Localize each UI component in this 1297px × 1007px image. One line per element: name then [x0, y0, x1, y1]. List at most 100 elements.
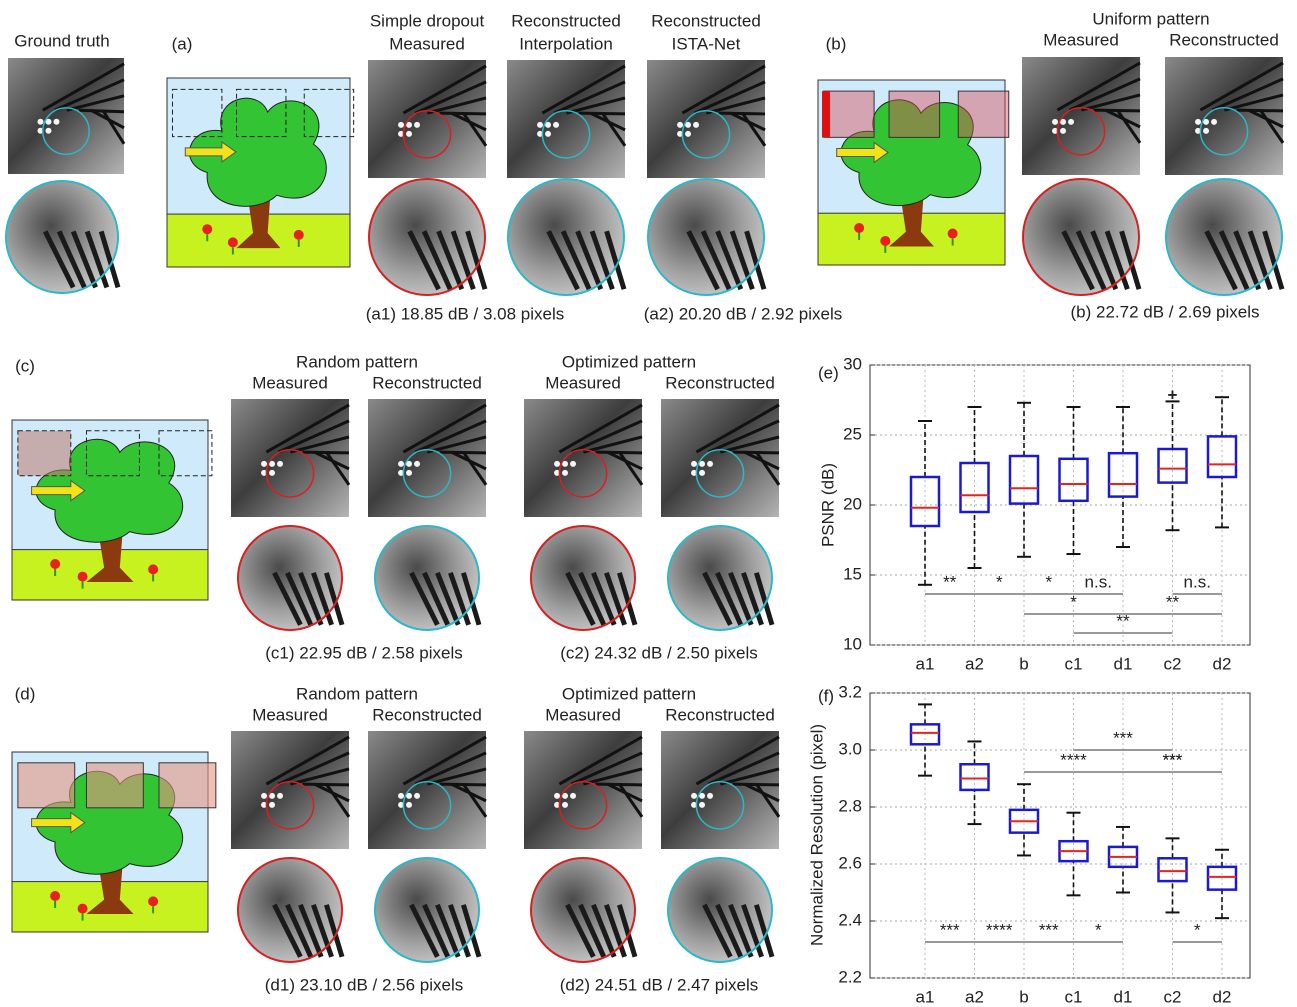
caption: (b) 22.72 dB / 2.69 pixels — [1070, 302, 1259, 321]
x-tick-label: d2 — [1213, 654, 1232, 673]
caption: (a2) 20.20 dB / 2.92 pixels — [644, 304, 842, 323]
flower — [78, 904, 88, 914]
zoom — [238, 858, 342, 962]
outlier: + — [1168, 385, 1178, 404]
flower — [854, 223, 864, 233]
group-title: Uniform pattern — [1092, 9, 1209, 28]
y-tick-label: 2.8 — [838, 796, 862, 815]
significance-label: *** — [1163, 750, 1183, 769]
photo-dot — [554, 793, 560, 799]
schematic — [167, 78, 354, 267]
significance-label: * — [996, 572, 1003, 591]
photo — [647, 60, 765, 178]
photo-dot — [691, 461, 697, 467]
photo — [524, 399, 642, 517]
photo-dot — [562, 470, 568, 476]
panel-label: (c) — [15, 356, 35, 375]
photo — [231, 399, 349, 517]
y-tick-label: 25 — [843, 424, 862, 443]
zoom — [668, 526, 772, 630]
panel-label: (a) — [172, 34, 193, 53]
y-axis-label: PSNR (dB) — [818, 463, 837, 547]
flower — [948, 229, 958, 239]
x-tick-label: a1 — [916, 654, 935, 673]
caption: (a1) 18.85 dB / 3.08 pixels — [366, 304, 564, 323]
photo-dot — [685, 131, 691, 137]
photo-dot — [37, 119, 43, 125]
significance-label: n.s. — [1184, 572, 1211, 591]
significance-label: *** — [1113, 728, 1133, 747]
photo-dot — [554, 461, 560, 467]
y-tick-label: 3.0 — [838, 739, 862, 758]
significance-label: *** — [1039, 920, 1059, 939]
significance-label: ** — [943, 572, 957, 591]
column-title: Measured — [389, 34, 465, 53]
pattern-box — [889, 91, 939, 137]
group-title: Optimized pattern — [562, 352, 696, 371]
photo-dot — [570, 793, 576, 799]
column-title: Reconstructed — [665, 705, 775, 724]
column-title: Simple dropout — [370, 11, 485, 30]
photo-dot — [261, 793, 267, 799]
x-tick-label: a2 — [965, 654, 984, 673]
photo-dot — [553, 122, 559, 128]
zoom — [1023, 179, 1139, 295]
significance-label: n.s. — [1085, 572, 1112, 591]
photo-dot — [562, 802, 568, 808]
caption: (c1) 22.95 dB / 2.58 pixels — [265, 643, 463, 662]
photo-dot — [1203, 128, 1209, 134]
pattern-box — [18, 431, 71, 476]
pattern-box — [18, 763, 75, 808]
x-tick-label: a1 — [916, 987, 935, 1006]
scan-edge — [822, 91, 830, 137]
column-title: Measured — [1043, 30, 1119, 49]
photo — [368, 399, 486, 517]
photo-dot — [277, 793, 283, 799]
photo — [368, 60, 486, 178]
panel-label: (d) — [15, 684, 36, 703]
photo-dot — [261, 461, 267, 467]
photo — [661, 399, 779, 517]
photo-dot — [406, 802, 412, 808]
x-tick-label: d1 — [1114, 654, 1133, 673]
y-tick-label: 10 — [843, 634, 862, 653]
y-tick-label: 20 — [843, 494, 862, 513]
photo-dot — [545, 131, 551, 137]
y-tick-label: 2.2 — [838, 967, 862, 986]
photo-dot — [707, 793, 713, 799]
flower — [78, 572, 88, 582]
photo-dot — [269, 802, 275, 808]
photo-dot — [691, 793, 697, 799]
y-tick-label: 2.6 — [838, 853, 862, 872]
column-title: Measured — [545, 705, 621, 724]
zoom — [369, 179, 485, 295]
column-title: Reconstructed — [651, 11, 761, 30]
photo-dot — [269, 470, 275, 476]
photo — [8, 58, 124, 174]
panel-label: (f) — [818, 686, 834, 705]
x-tick-label: b — [1019, 987, 1028, 1006]
photo-dot — [414, 793, 420, 799]
column-title: Measured — [252, 705, 328, 724]
column-title: Measured — [252, 373, 328, 392]
photo-dot — [45, 128, 51, 134]
photo — [661, 731, 779, 849]
x-tick-label: c1 — [1065, 987, 1083, 1006]
photo — [368, 731, 486, 849]
photo-stripe — [79, 110, 124, 112]
group-title: Optimized pattern — [562, 684, 696, 703]
zoom — [238, 526, 342, 630]
photo — [231, 731, 349, 849]
flower — [202, 224, 212, 234]
flower — [50, 559, 60, 569]
x-tick-label: c2 — [1164, 654, 1182, 673]
significance-label: *** — [940, 920, 960, 939]
photo-dot — [398, 793, 404, 799]
pattern-box — [159, 763, 216, 808]
panel-label: (e) — [818, 363, 839, 382]
photo-dot — [277, 461, 283, 467]
photo-dot — [398, 461, 404, 467]
photo-dot — [693, 122, 699, 128]
zoom — [531, 526, 635, 630]
caption: (d1) 23.10 dB / 2.56 pixels — [265, 975, 463, 994]
